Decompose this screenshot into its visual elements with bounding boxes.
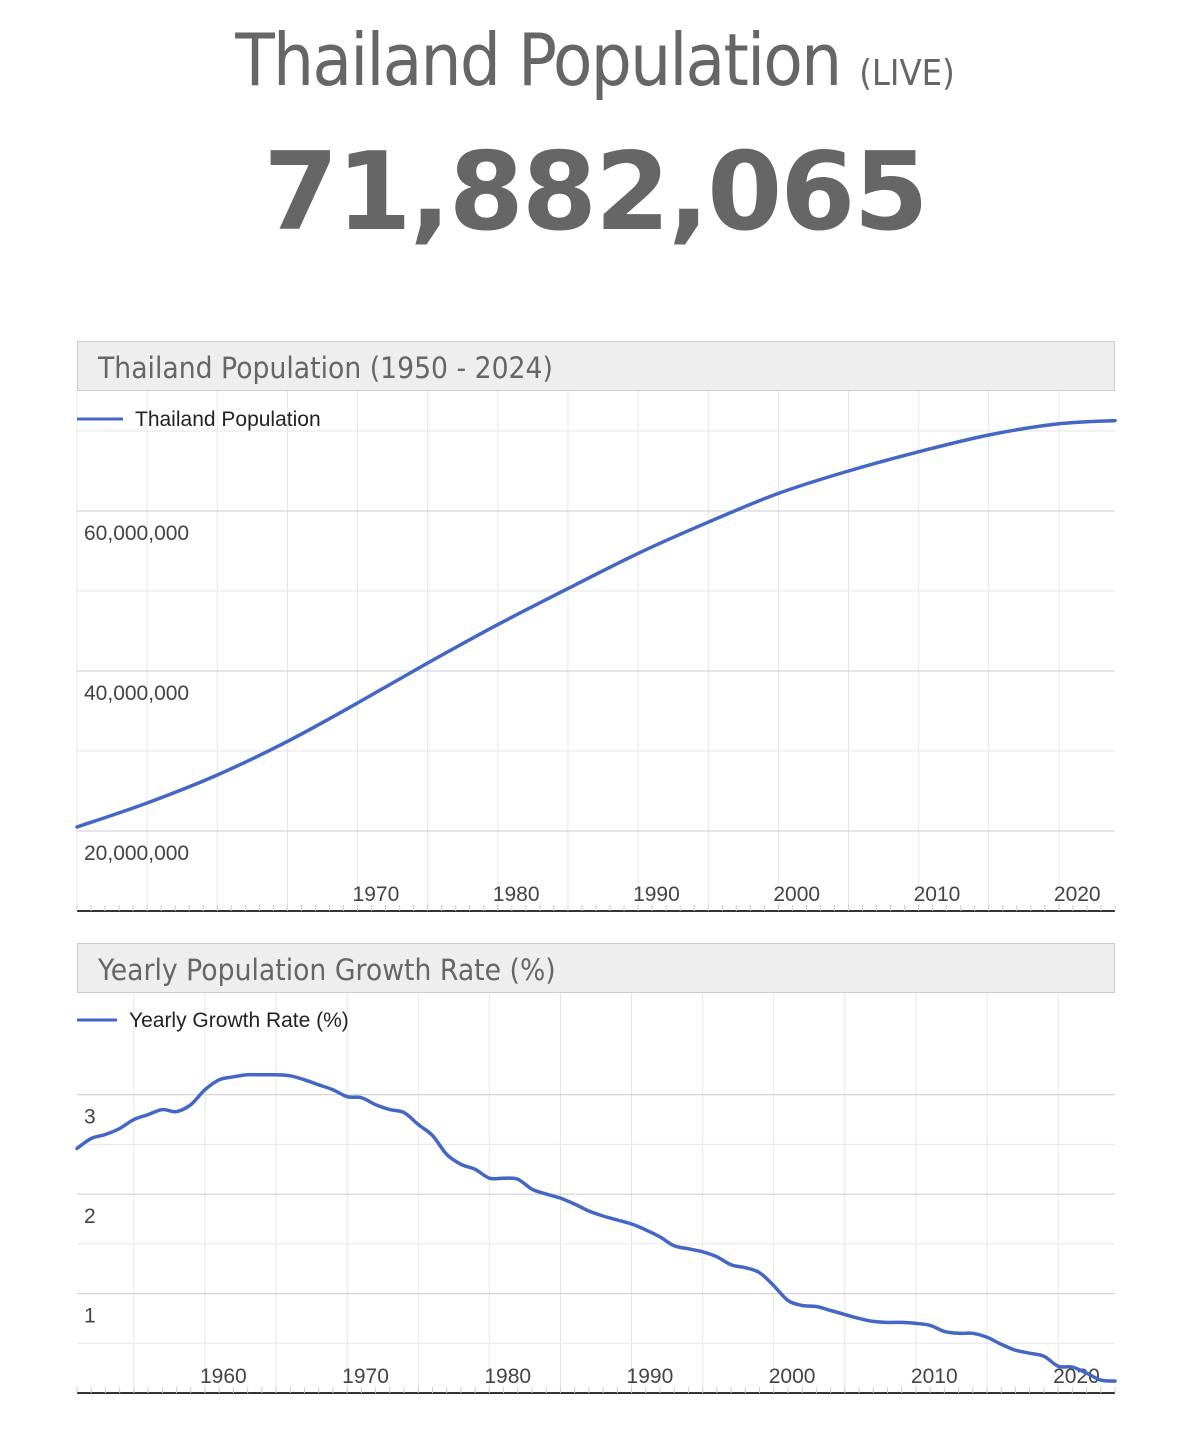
growth-legend-label: Yearly Growth Rate (%)	[129, 1009, 349, 1032]
live-population-counter: 71,882,065	[263, 130, 928, 255]
growth-rate-chart: 1960 1970 1980 1990 2000 2010 2020 1 2 3 Yearly Gr…	[75, 993, 1117, 1394]
growth-x-tick-label: 1990	[627, 1365, 674, 1388]
pop-x-tick-label: 1980	[493, 883, 540, 906]
growth-series-line	[75, 1072, 1117, 1383]
pop-x-tick-label: 1970	[353, 883, 400, 906]
pop-y-tick-label: 60,000,000	[84, 522, 189, 545]
pop-series-line	[75, 418, 1117, 829]
population-chart: 1970 1980 1990 2000 2010 2020 20,000,000 40,000…	[75, 391, 1117, 912]
live-suffix: (LIVE)	[859, 53, 955, 94]
pop-x-tick-label: 1990	[633, 883, 680, 906]
pop-x-tick-label: 2000	[773, 883, 820, 906]
pop-y-tick-label: 40,000,000	[84, 682, 189, 705]
page-title: Thailand Population (LIVE)	[60, 18, 1131, 102]
growth-chart-title: Yearly Population Growth Rate (%)	[98, 953, 556, 987]
growth-x-tick-label: 2010	[911, 1365, 958, 1388]
population-chart-title: Thailand Population (1950 - 2024)	[98, 351, 553, 385]
growth-x-tick-label: 2000	[769, 1365, 816, 1388]
growth-y-tick-label: 2	[84, 1205, 96, 1228]
growth-x-tick-label: 1960	[200, 1365, 247, 1388]
growth-x-tick-label: 1980	[484, 1365, 531, 1388]
pop-y-tick-label: 20,000,000	[84, 842, 189, 865]
growth-y-tick-label: 3	[84, 1106, 96, 1129]
pop-x-tick-label: 2010	[914, 883, 961, 906]
growth-x-tick-label: 2020	[1053, 1365, 1100, 1388]
pop-legend-label: Thailand Population	[135, 408, 321, 431]
growth-y-tick-label: 1	[84, 1305, 96, 1328]
growth-chart-header: Yearly Population Growth Rate (%)	[77, 943, 1115, 993]
population-chart-header: Thailand Population (1950 - 2024)	[77, 341, 1115, 391]
pop-x-tick-label: 2020	[1054, 883, 1101, 906]
growth-x-tick-label: 1970	[342, 1365, 389, 1388]
page-title-text: Thailand Population	[235, 18, 842, 102]
